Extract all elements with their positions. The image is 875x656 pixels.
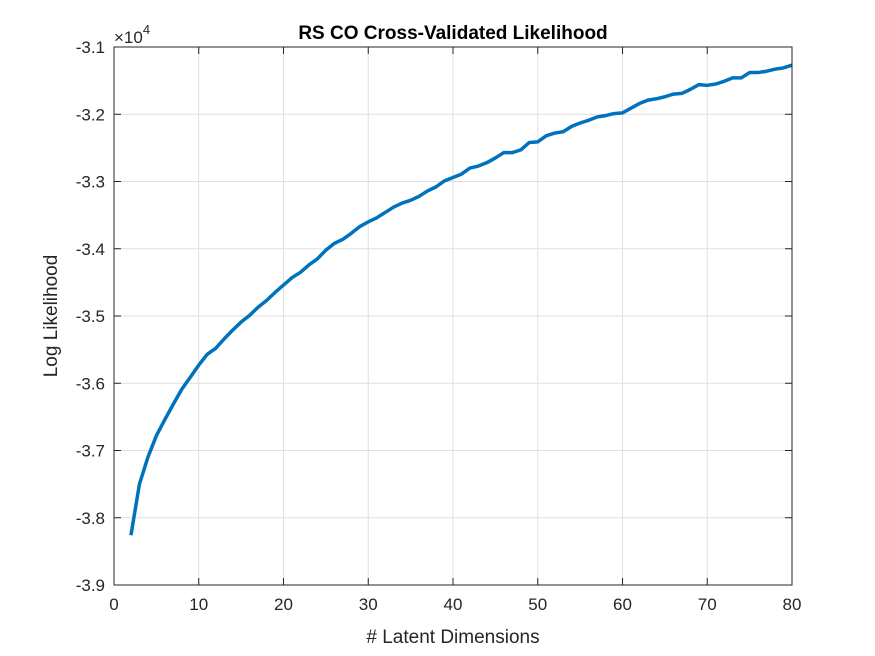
series-layer <box>129 63 793 536</box>
x-tick-label: 40 <box>444 595 463 614</box>
y-tick-label: -3.2 <box>76 105 105 124</box>
x-tick-label: 10 <box>189 595 208 614</box>
y-tick-label: -3.9 <box>76 576 105 595</box>
y-exponent-power: 4 <box>143 22 150 37</box>
grid-lines <box>114 47 792 585</box>
x-tick-label: 80 <box>783 595 802 614</box>
y-axis-label: Log Likelihood <box>41 255 62 378</box>
x-tick-label: 0 <box>109 595 118 614</box>
y-tick-label: -3.4 <box>76 240 105 259</box>
y-tick-label: -3.3 <box>76 173 105 192</box>
series-line <box>129 63 793 536</box>
x-tick-labels: 0 10 20 30 40 50 60 70 80 <box>109 595 801 614</box>
x-tick-label: 60 <box>613 595 632 614</box>
y-tick-label: -3.8 <box>76 509 105 528</box>
y-tick-label: -3.6 <box>76 374 105 393</box>
x-axis-label: # Latent Dimensions <box>366 627 539 648</box>
axes <box>113 46 793 586</box>
x-tick-label: 30 <box>359 595 378 614</box>
y-exponent-label: ×104 <box>114 22 150 47</box>
x-tick-label: 20 <box>274 595 293 614</box>
x-tick-label: 70 <box>698 595 717 614</box>
y-tick-labels: -3.9 -3.8 -3.7 -3.6 -3.5 -3.4 -3.3 -3.2 -3.1 <box>76 38 105 595</box>
y-tick-label: -3.1 <box>76 38 105 57</box>
y-exponent-base: ×10 <box>114 28 143 47</box>
y-tick-label: -3.7 <box>76 442 105 461</box>
chart-title: RS CO Cross-Validated Likelihood <box>298 23 607 44</box>
y-tick-label: -3.5 <box>76 307 105 326</box>
x-tick-label: 50 <box>528 595 547 614</box>
